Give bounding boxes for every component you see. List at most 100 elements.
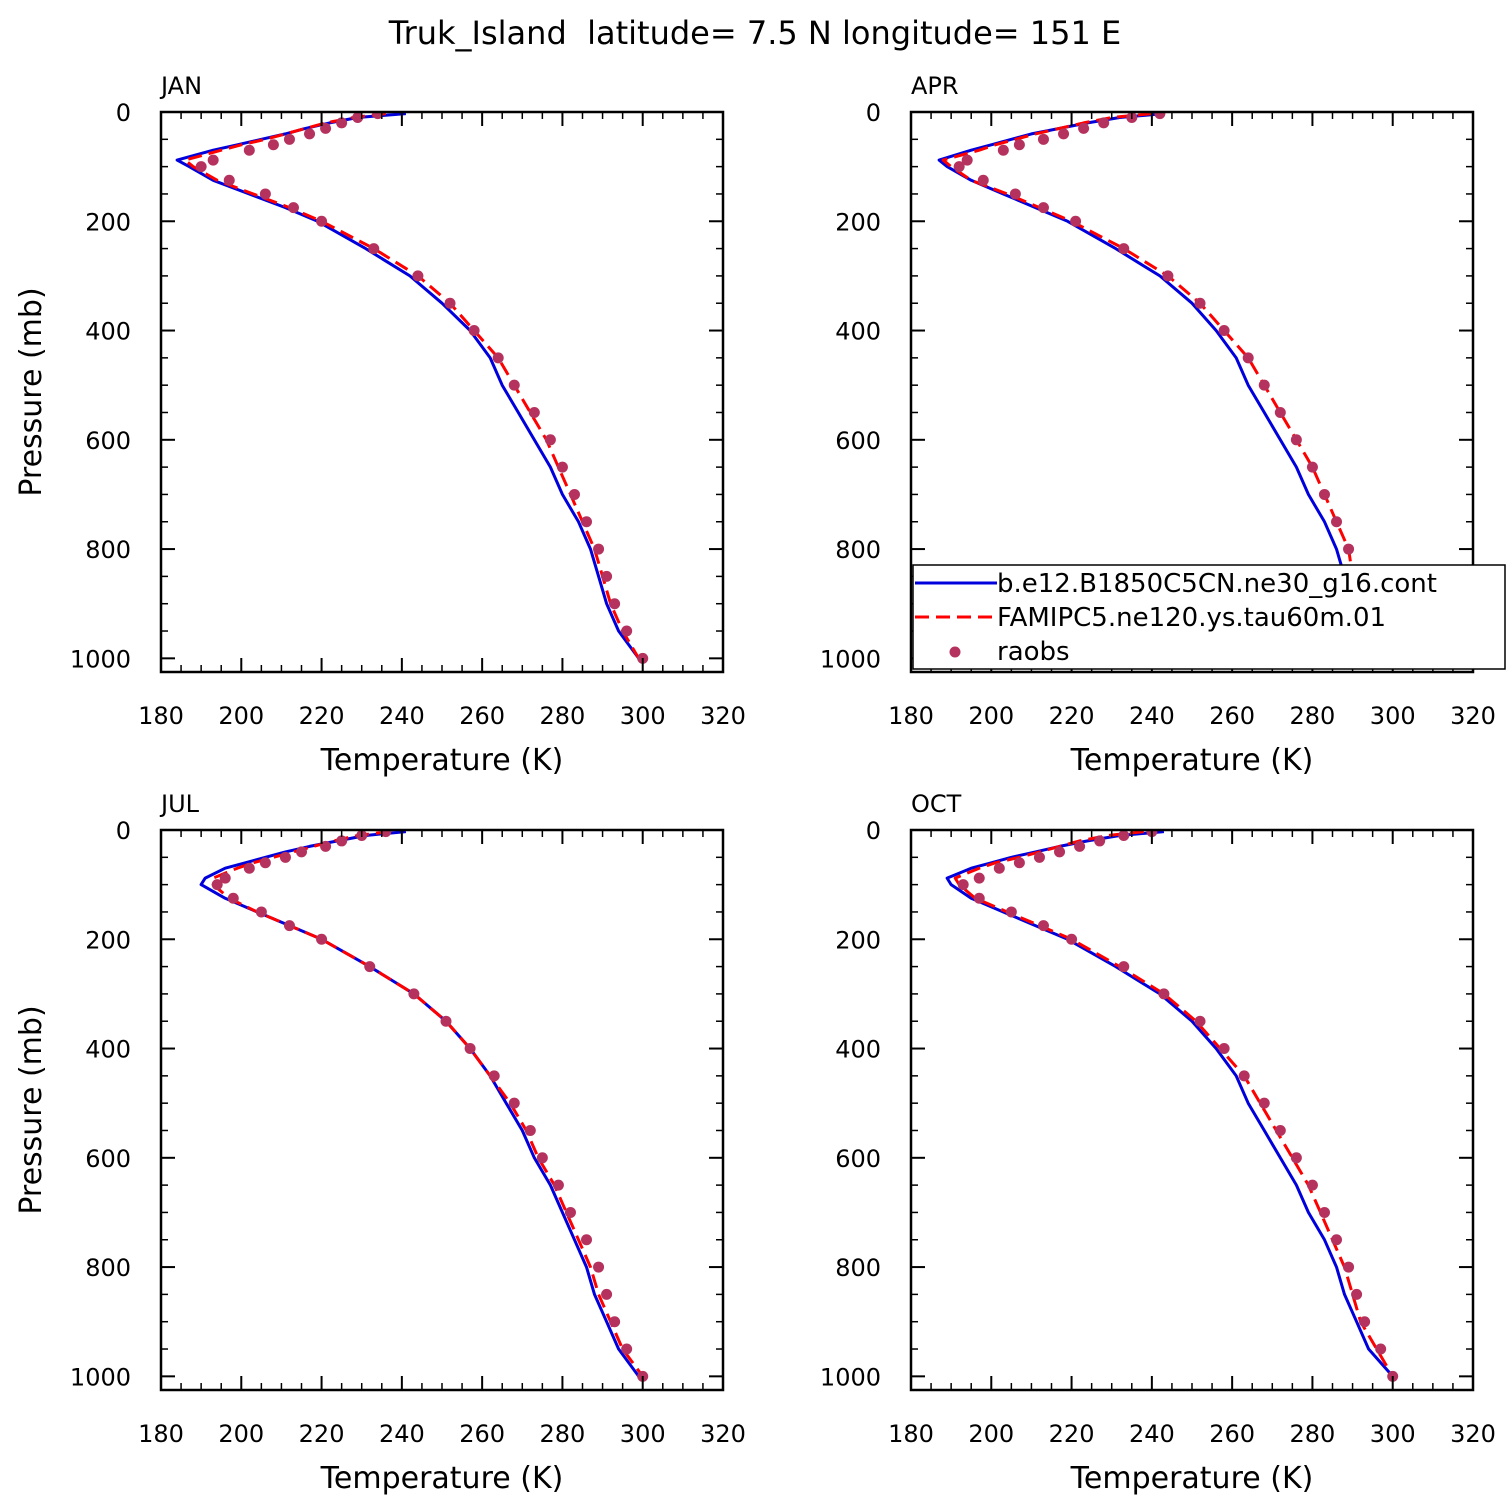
y-tick-label: 200: [835, 926, 881, 954]
x-tick-label: 220: [1049, 702, 1095, 730]
obs-point: [287, 202, 299, 214]
profile-line: [953, 830, 1394, 1378]
x-tick-label: 200: [218, 702, 264, 730]
obs-point: [528, 406, 540, 418]
x-axis-label: Temperature (K): [1070, 1461, 1314, 1496]
obs-point: [1078, 122, 1090, 134]
obs-point: [1158, 988, 1170, 1000]
obs-point: [621, 1343, 633, 1355]
obs-point: [352, 112, 364, 123]
obs-point: [977, 174, 989, 186]
obs-point: [279, 851, 291, 863]
y-tick-label: 600: [85, 427, 131, 455]
obs-point: [601, 1288, 613, 1300]
legend-label: FAMIPC5.ne120.ys.tau60m.01: [997, 603, 1386, 633]
legend-box: [912, 564, 1506, 670]
x-tick-label: 220: [1049, 1420, 1095, 1448]
y-axis-label: Pressure (mb): [14, 287, 49, 496]
obs-point: [488, 1070, 500, 1082]
x-tick-label: 300: [620, 702, 666, 730]
x-tick-label: 220: [299, 1420, 345, 1448]
obs-point: [283, 920, 295, 932]
obs-point: [1258, 1097, 1270, 1109]
y-tick-label: 600: [85, 1145, 131, 1173]
x-tick-label: 320: [1450, 702, 1496, 730]
obs-point: [316, 933, 328, 945]
y-tick-label: 600: [835, 1145, 881, 1173]
obs-point: [408, 988, 420, 1000]
x-tick-label: 180: [888, 1420, 934, 1448]
profile-line: [183, 112, 640, 660]
y-tick-label: 1000: [70, 645, 131, 673]
x-tick-label: 240: [379, 702, 425, 730]
obs-point: [1194, 297, 1206, 309]
obs-point: [1118, 961, 1130, 973]
obs-point: [227, 892, 239, 904]
obs-point: [544, 434, 556, 446]
y-tick-label: 1000: [820, 645, 881, 673]
y-tick-label: 400: [835, 1036, 881, 1064]
obs-point: [259, 188, 271, 200]
obs-point: [524, 1124, 536, 1136]
obs-point: [568, 488, 580, 500]
y-tick-label: 800: [835, 1254, 881, 1282]
obs-point: [1118, 243, 1130, 255]
obs-point: [412, 270, 424, 282]
x-tick-label: 180: [888, 702, 934, 730]
y-tick-label: 600: [835, 427, 881, 455]
obs-point: [368, 243, 380, 255]
obs-point: [320, 840, 332, 852]
obs-point: [1343, 1261, 1355, 1273]
obs-point: [243, 144, 255, 156]
x-tick-label: 300: [620, 1420, 666, 1448]
legend-label: raobs: [997, 637, 1070, 667]
y-tick-label: 200: [85, 926, 131, 954]
x-tick-label: 260: [1209, 1420, 1255, 1448]
plot-frame: [909, 828, 1475, 1392]
obs-point: [1098, 117, 1110, 129]
x-tick-label: 320: [700, 702, 746, 730]
x-tick-label: 320: [700, 1420, 746, 1448]
obs-point: [601, 570, 613, 582]
obs-point: [243, 862, 255, 874]
obs-point: [1013, 857, 1025, 869]
obs-point: [492, 352, 504, 364]
obs-point: [1290, 434, 1302, 446]
plot-frame: [159, 110, 725, 674]
obs-point: [609, 1316, 621, 1328]
panel: 180 200 220 240 260 280 300 320 0 200 400 600 800 100…: [820, 790, 1496, 1496]
x-tick-label: 280: [1290, 702, 1336, 730]
legend-marker: [949, 646, 961, 658]
x-tick-label: 320: [1450, 1420, 1496, 1448]
x-tick-label: 180: [138, 702, 184, 730]
legend-label: b.e12.B1850C5CN.ne30_g16.cont: [997, 569, 1437, 599]
obs-point: [440, 1015, 452, 1027]
obs-point: [953, 161, 965, 173]
plot-area: [945, 830, 1399, 1382]
panel-title: JAN: [159, 72, 202, 100]
obs-point: [593, 543, 605, 555]
obs-point: [1218, 1043, 1230, 1055]
x-tick-label: 300: [1370, 1420, 1416, 1448]
obs-point: [609, 598, 621, 610]
obs-point: [1037, 202, 1049, 214]
panel: 180 200 220 240 260 280 300 320 0 200 400 600 800 100…: [14, 72, 746, 778]
obs-point: [255, 906, 267, 918]
y-tick-label: 200: [835, 208, 881, 236]
obs-point: [1094, 835, 1106, 847]
x-axis-label: Temperature (K): [1070, 743, 1314, 778]
obs-point: [1343, 543, 1355, 555]
obs-point: [1037, 920, 1049, 932]
obs-point: [219, 872, 231, 884]
obs-point: [1054, 846, 1066, 858]
x-tick-label: 280: [1290, 1420, 1336, 1448]
x-tick-label: 220: [299, 702, 345, 730]
panel-title: APR: [911, 72, 959, 100]
x-tick-label: 200: [968, 1420, 1014, 1448]
y-tick-label: 0: [866, 99, 881, 127]
x-tick-label: 240: [379, 1420, 425, 1448]
y-tick-label: 1000: [820, 1363, 881, 1391]
y-tick-label: 1000: [70, 1363, 131, 1391]
obs-point: [1318, 488, 1330, 500]
